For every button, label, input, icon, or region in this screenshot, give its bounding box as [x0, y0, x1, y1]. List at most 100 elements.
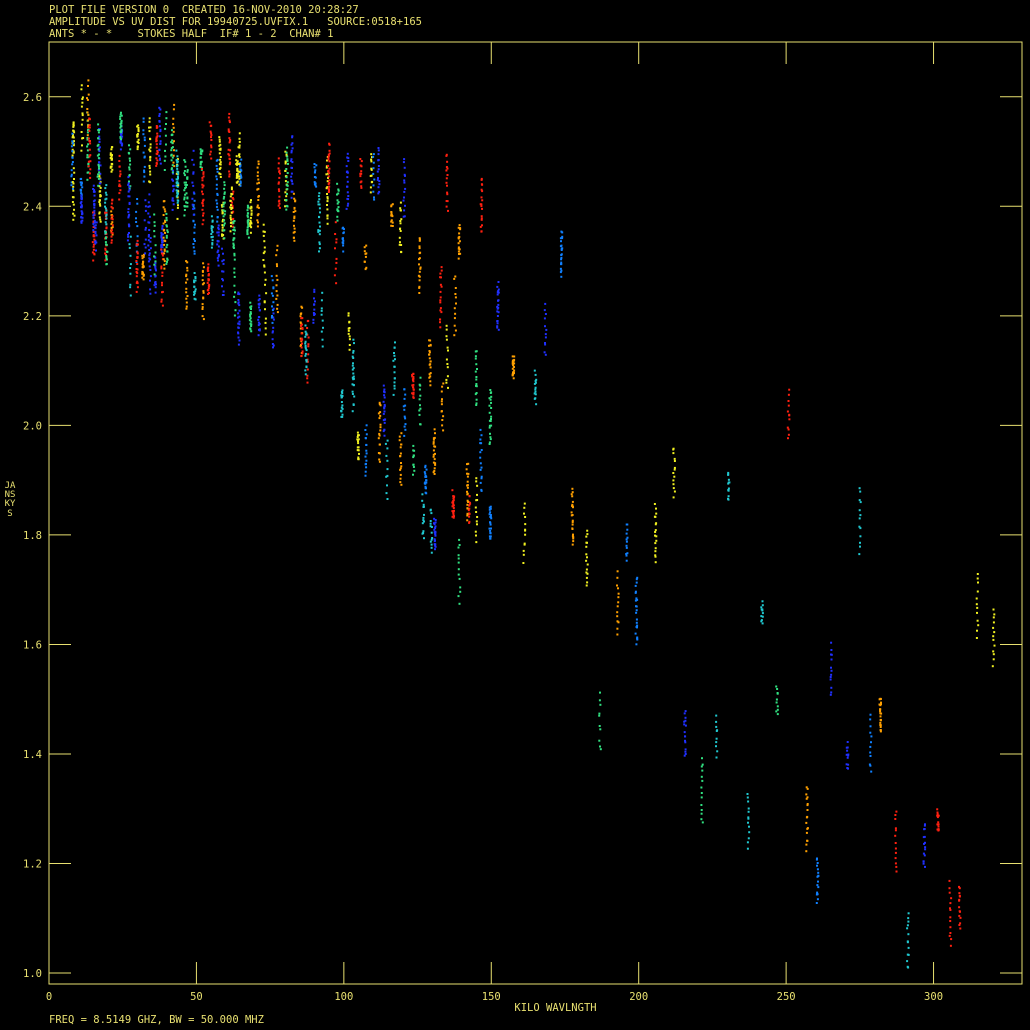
data-point [202, 184, 205, 187]
data-point [378, 183, 381, 186]
data-point [429, 366, 432, 369]
data-point [249, 317, 252, 320]
data-point [816, 857, 818, 860]
data-point [92, 214, 95, 217]
data-point [923, 835, 926, 838]
data-point [480, 218, 483, 221]
data-point [237, 163, 240, 166]
data-point [382, 384, 385, 387]
data-point [158, 120, 161, 123]
data-point [120, 114, 123, 117]
data-point [164, 219, 167, 222]
data-point [511, 359, 514, 362]
data-point [72, 203, 75, 206]
data-point [161, 281, 163, 284]
data-point [137, 124, 140, 127]
data-point [155, 136, 158, 139]
data-point [233, 252, 236, 255]
data-point [193, 240, 196, 242]
data-point [161, 274, 164, 277]
data-point [170, 159, 173, 162]
data-point [175, 149, 178, 152]
data-point [144, 246, 147, 249]
data-point [92, 234, 95, 237]
data-point [306, 377, 309, 380]
data-point [496, 322, 499, 325]
data-point [275, 274, 278, 277]
data-point [71, 161, 74, 163]
data-point [144, 252, 147, 255]
data-point [458, 232, 461, 235]
data-point [272, 301, 275, 304]
data-point [191, 203, 194, 206]
data-point [250, 305, 253, 308]
data-point [160, 239, 163, 242]
data-point [393, 365, 396, 368]
data-point [156, 126, 159, 129]
data-point [378, 434, 381, 437]
data-point [775, 698, 778, 701]
data-point [165, 216, 168, 219]
data-point [992, 638, 995, 641]
data-point [127, 195, 130, 198]
data-point [382, 430, 385, 433]
data-point [217, 245, 220, 248]
data-point [160, 246, 163, 249]
data-point [347, 332, 350, 335]
data-point [402, 161, 405, 164]
data-point [949, 902, 952, 905]
data-point [119, 126, 122, 129]
data-point [142, 129, 145, 132]
data-point [222, 252, 224, 255]
data-point [231, 197, 234, 199]
data-point [208, 285, 211, 288]
data-point [249, 315, 252, 318]
data-point [176, 194, 179, 197]
data-point [327, 158, 330, 161]
data-point [445, 328, 448, 331]
data-point [372, 155, 375, 158]
data-point [654, 529, 657, 532]
data-point [386, 498, 389, 500]
data-point [147, 205, 150, 208]
data-point [386, 447, 389, 450]
data-point [71, 150, 74, 153]
data-point [585, 571, 588, 574]
data-point [378, 190, 381, 193]
data-point [403, 181, 406, 184]
data-point [412, 383, 415, 386]
data-point [466, 490, 468, 493]
data-point [236, 161, 239, 164]
data-point [275, 297, 278, 300]
data-point [228, 170, 231, 173]
data-point [727, 489, 730, 492]
data-point [748, 831, 751, 834]
data-point [177, 184, 180, 187]
data-point [192, 191, 195, 194]
data-point [616, 627, 619, 630]
data-point [228, 163, 231, 166]
data-point [432, 441, 435, 444]
frequency-footer: FREQ = 8.5149 GHZ, BW = 50.000 MHZ [49, 1014, 264, 1026]
data-point [263, 230, 266, 233]
data-point [906, 960, 909, 963]
data-point [429, 363, 432, 366]
data-point [257, 206, 260, 209]
data-point [442, 415, 445, 418]
data-point [200, 160, 203, 163]
data-point [249, 219, 252, 222]
data-point [110, 210, 113, 213]
data-point [186, 169, 189, 172]
data-point [870, 741, 872, 744]
data-point [193, 280, 196, 283]
data-point [154, 262, 157, 265]
data-point [148, 215, 151, 218]
data-point [207, 287, 210, 290]
data-point [533, 382, 536, 385]
data-point [193, 285, 196, 288]
data-point [279, 172, 281, 175]
data-point [173, 165, 176, 168]
data-point [327, 176, 329, 179]
data-point [96, 175, 99, 178]
data-point [360, 165, 363, 168]
